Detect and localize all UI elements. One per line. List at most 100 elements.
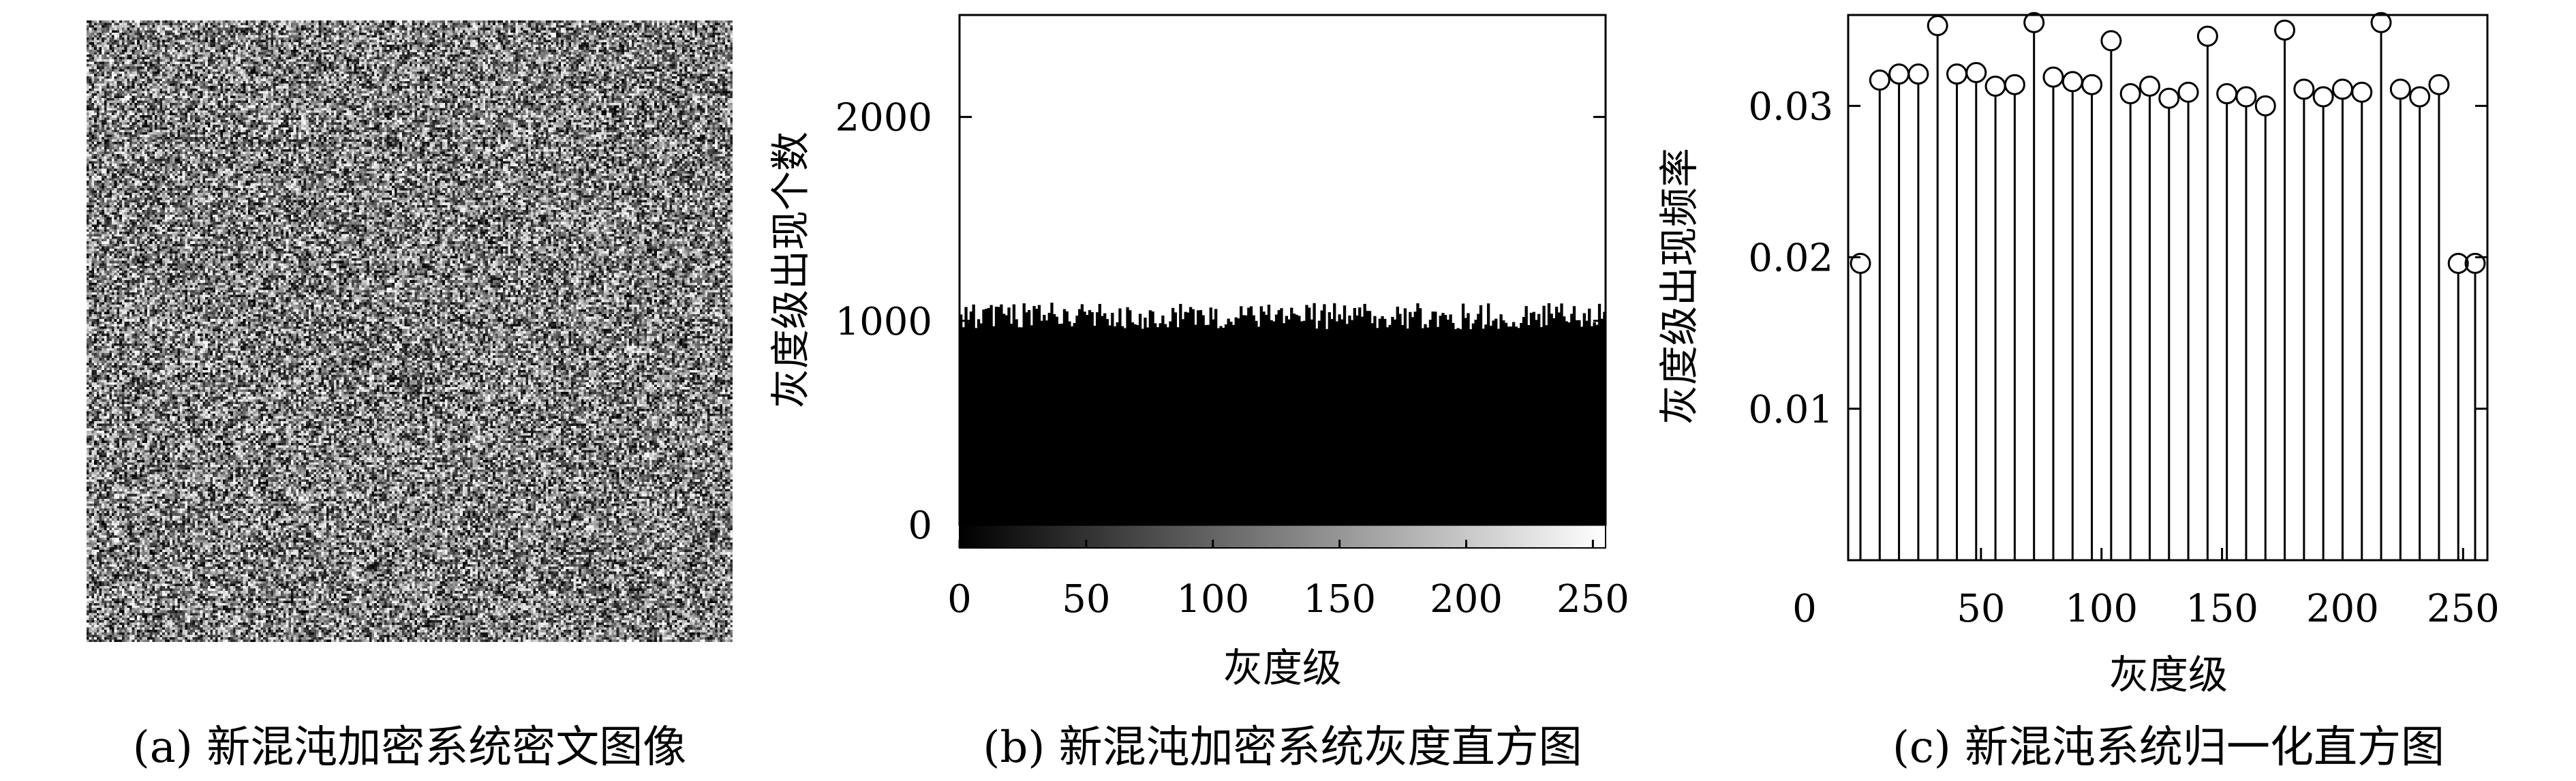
- stem-marker: [2235, 86, 2257, 108]
- histogram-bar: [1121, 326, 1124, 525]
- histogram-bar: [1378, 318, 1382, 525]
- histogram-bar: [1552, 318, 1556, 525]
- stem-x-tick-label: 100: [2065, 587, 2138, 631]
- histogram-bar: [1169, 321, 1172, 525]
- histogram-bar: [1345, 324, 1349, 525]
- histogram-bar: [1065, 311, 1069, 525]
- histogram-bar: [1441, 313, 1445, 525]
- histogram-bar: [1381, 316, 1384, 525]
- histogram-bar: [1585, 320, 1589, 525]
- histogram-bar: [1524, 306, 1528, 525]
- histogram-x-tick-label: 100: [1176, 577, 1249, 622]
- histogram-bar: [1529, 313, 1533, 525]
- histogram-bar: [1563, 316, 1566, 525]
- histogram-bar: [975, 328, 978, 525]
- stem-marker: [2428, 74, 2450, 95]
- histogram-bar: [1409, 311, 1412, 525]
- stem-marker: [1984, 75, 2006, 97]
- histogram-bar: [1471, 323, 1475, 525]
- histogram-bar: [1101, 316, 1104, 525]
- histogram-bar: [1010, 323, 1013, 525]
- histogram-bar: [1290, 307, 1293, 525]
- histogram-bar: [1385, 327, 1390, 525]
- stem-marker: [2138, 75, 2160, 97]
- histogram-bar: [1295, 314, 1298, 525]
- histogram-bar: [1358, 307, 1362, 525]
- histogram-y-tick-label: 2000: [835, 96, 932, 140]
- histogram-bar: [1383, 318, 1387, 525]
- histogram-bar: [1494, 318, 1498, 525]
- histogram-bar: [1242, 315, 1246, 525]
- stem-marker: [2196, 25, 2218, 47]
- histogram-bar: [1547, 303, 1551, 525]
- histogram-bar: [1436, 326, 1440, 525]
- histogram-bar: [1570, 313, 1574, 525]
- histogram-bar: [1030, 325, 1033, 525]
- histogram-bar: [1095, 312, 1099, 525]
- histogram-bar: [1174, 312, 1178, 525]
- stem-marker: [2100, 30, 2122, 52]
- histogram-bar: [1118, 308, 1122, 525]
- histogram-bar: [1373, 316, 1377, 525]
- histogram-bar: [1368, 311, 1372, 525]
- stem-marker: [2158, 87, 2180, 109]
- histogram-bar: [1257, 326, 1261, 525]
- histogram-bar: [1088, 310, 1092, 525]
- histogram-bar: [1514, 326, 1518, 525]
- histogram-y-tick-label: 1000: [835, 300, 932, 344]
- histogram-bar: [1163, 324, 1167, 525]
- histogram-bar: [1186, 312, 1190, 525]
- panel-b-histogram: 0 50 100 150 200 250 0 1000 2000 灰度级 灰度级出现个数 (b)…: [767, 14, 1629, 773]
- histogram-bar: [1037, 305, 1041, 525]
- histogram-bar: [1045, 320, 1049, 525]
- histogram-bar: [1116, 322, 1119, 525]
- histogram-bar: [1231, 324, 1236, 525]
- histogram-bar: [1287, 319, 1291, 525]
- histogram-bar: [1197, 310, 1200, 525]
- histogram-bar: [987, 307, 991, 525]
- stem-marker: [1907, 63, 1929, 85]
- histogram-bar: [1148, 310, 1152, 525]
- stem-marker: [1888, 63, 1910, 85]
- histogram-bar: [1007, 307, 1011, 525]
- stem-marker: [2312, 86, 2334, 108]
- histogram-bar: [1449, 314, 1452, 525]
- histogram-bar: [1363, 303, 1366, 525]
- stem-marker: [2023, 12, 2045, 33]
- histogram-bar: [1300, 321, 1304, 525]
- histogram-bar: [1424, 324, 1427, 525]
- histogram-x-tick-label: 250: [1557, 577, 1629, 622]
- histogram-bar: [1353, 307, 1356, 525]
- caption-c: (c) 新混沌系统归一化直方图: [1892, 722, 2444, 773]
- histogram-bar: [1035, 309, 1039, 525]
- histogram-bar: [1413, 311, 1417, 525]
- stem-marker: [2061, 71, 2083, 93]
- histogram-bar: [1227, 318, 1230, 525]
- histogram-bar: [1486, 303, 1490, 525]
- histogram-bar: [1237, 318, 1240, 525]
- caption-b: (b) 新混沌加密系统灰度直方图: [983, 722, 1582, 773]
- histogram-bar: [1421, 328, 1424, 525]
- histogram-bar: [1032, 305, 1036, 525]
- histogram-bar: [1320, 310, 1323, 525]
- histogram-bar: [1050, 303, 1054, 525]
- histogram-bar: [1507, 326, 1510, 525]
- histogram-bar: [1517, 328, 1520, 525]
- histogram-bar: [1550, 313, 1553, 525]
- histogram-bar: [1105, 319, 1109, 525]
- histogram-bar: [985, 309, 988, 525]
- histogram-bar: [1431, 311, 1435, 525]
- histogram-bar: [1274, 314, 1278, 525]
- histogram-bar: [1308, 307, 1311, 525]
- histogram-bar: [1403, 308, 1407, 525]
- histogram-bar: [1075, 316, 1079, 525]
- caption-a: (a) 新混沌加密系统密文图像: [133, 722, 686, 773]
- histogram-bar: [1323, 304, 1326, 525]
- histogram-bar: [1305, 305, 1308, 525]
- histogram-bar: [1446, 320, 1450, 525]
- histogram-bar: [1012, 304, 1016, 525]
- stem-marker: [2254, 95, 2276, 117]
- histogram-bar: [997, 307, 1000, 525]
- histogram-bar: [1330, 319, 1334, 525]
- histogram-bar: [1058, 324, 1061, 525]
